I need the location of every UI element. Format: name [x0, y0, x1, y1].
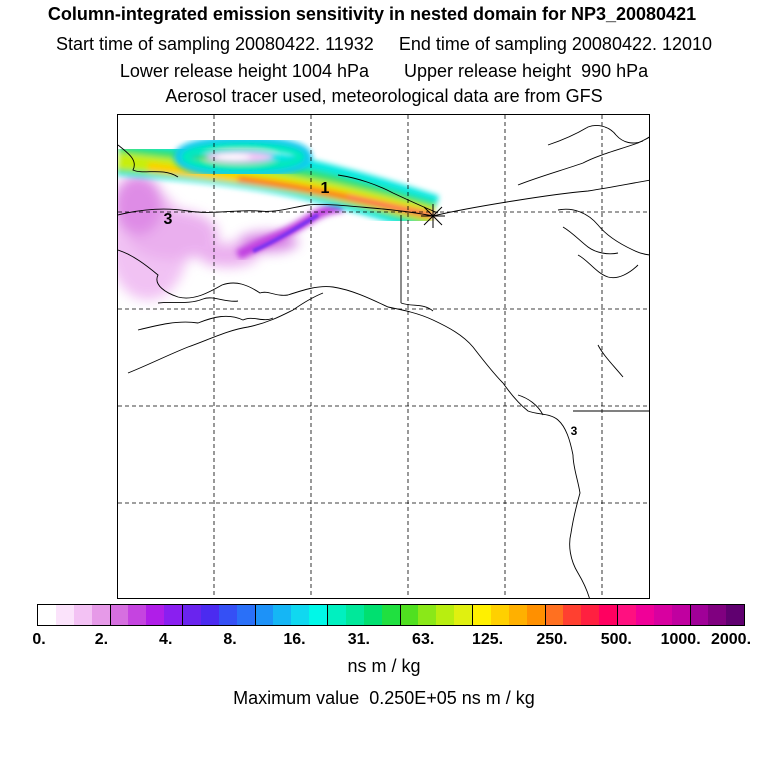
color-scale-segment	[581, 605, 600, 625]
color-scale-segment	[38, 605, 56, 625]
color-scale-segment	[254, 605, 274, 625]
release-height-line: Lower release height 1004 hPa Upper rele…	[119, 61, 649, 81]
color-scale-segment	[563, 605, 582, 625]
color-scale-tick-label: 8.	[223, 631, 237, 648]
color-scale-segment	[55, 605, 74, 625]
color-scale-segment	[490, 605, 509, 625]
color-scale-segment	[436, 605, 455, 625]
color-scale-tick-label: 63.	[412, 631, 435, 648]
color-scale-segment	[544, 605, 564, 625]
color-scale-segment	[726, 605, 745, 625]
maximum-value-text: Maximum value 0.250E+05 ns m / kg	[233, 688, 535, 708]
color-scale-segment	[164, 605, 182, 625]
color-scale-segment	[146, 605, 165, 625]
plume-lower-arm-core	[252, 213, 320, 253]
color-scale-tick-label: 16.	[283, 631, 306, 648]
color-scale-segment	[363, 605, 382, 625]
color-scale-tick-label: 0.	[32, 631, 46, 648]
color-scale-segment	[617, 605, 636, 625]
color-scale-segment	[418, 605, 437, 625]
color-scale-tick-label: 2.	[94, 631, 109, 648]
color-scale-tick-label: 1000.	[660, 631, 701, 648]
color-scale-segment	[653, 605, 672, 625]
color-scale-segment	[73, 605, 92, 625]
plot-title: Column-integrated emission sensitivity i…	[47, 4, 697, 24]
color-scale-segment	[218, 605, 237, 625]
map-canvas: 1 3 3	[118, 115, 649, 598]
color-scale-segment	[327, 605, 346, 625]
color-scale-segment	[381, 605, 400, 625]
color-scale-segment	[454, 605, 472, 625]
color-scale-tick-labels: 0. 2. 4. 8. 16. 31. 63. 125. 250. 500. 1000. 2000.	[0, 631, 768, 651]
color-scale-segment	[291, 605, 310, 625]
color-scale-segment	[182, 605, 201, 625]
map-label-1: 1	[321, 180, 330, 197]
plume-upper-loop	[174, 136, 312, 178]
political-borders	[400, 215, 649, 412]
color-scale-segment	[109, 605, 129, 625]
map-label-3-coast: 3	[571, 424, 578, 438]
sampling-time-line: Start time of sampling 20080422. 11932 E…	[55, 34, 713, 54]
release-location-star	[421, 204, 445, 228]
color-scale-segment	[671, 605, 690, 625]
color-scale-segment	[309, 605, 327, 625]
color-scale-segment	[236, 605, 255, 625]
color-scale-segment	[273, 605, 292, 625]
color-scale-segment	[91, 605, 110, 625]
map-label-3-west: 3	[164, 211, 173, 228]
color-scale-segment	[200, 605, 219, 625]
color-scale-bar	[37, 604, 745, 626]
color-scale-tick-label: 4.	[159, 631, 173, 648]
graticule	[118, 115, 649, 598]
color-scale-tick-label: 125.	[471, 631, 504, 648]
color-scale-segment	[526, 605, 545, 625]
color-scale-tick-label: 250.	[536, 631, 568, 648]
color-scale-segment	[708, 605, 727, 625]
color-scale-tick-label: 500.	[600, 631, 632, 648]
color-scale-segment	[472, 605, 491, 625]
color-scale-segment	[599, 605, 617, 625]
color-scale-segment	[635, 605, 654, 625]
color-scale-tick-label: 2000.	[710, 631, 752, 648]
color-scale-units: ns m / kg	[347, 656, 421, 676]
color-scale-segment	[128, 605, 147, 625]
coastlines	[118, 124, 649, 598]
color-scale-segment	[399, 605, 419, 625]
tracer-info-line: Aerosol tracer used, meteorological data…	[165, 86, 603, 106]
color-scale-tick-label: 31.	[347, 631, 370, 648]
sensitivity-map: 1 3 3	[117, 114, 650, 599]
color-scale-segment	[345, 605, 364, 625]
plume-low-sensitivity-area	[118, 175, 298, 300]
color-scale-segment	[689, 605, 709, 625]
color-scale-segment	[508, 605, 527, 625]
